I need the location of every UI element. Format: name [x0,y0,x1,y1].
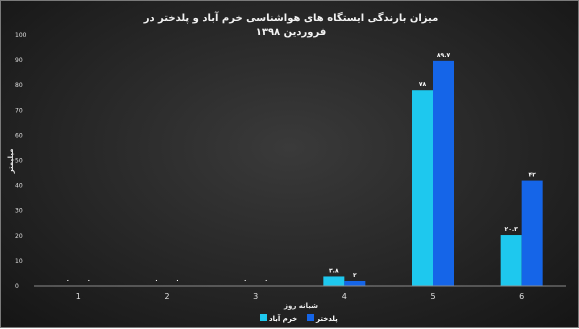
y-axis-label: میلیمتر [7,149,15,175]
y-tick-label: 20 [15,233,23,240]
y-tick-label: 50 [15,158,23,165]
data-label: ۰ [264,277,268,284]
data-labels: ۰ ۰ ۰ ۰ ۰ ۰ ۳.۸ ۲ ۷۸ ۸۹.۷ ۲۰.۳ ۴۲ [66,52,536,284]
chart-title-line-1: میزان بارندگی ایستگاه های هواشناسی خرم آ… [143,11,439,24]
bar [412,90,433,286]
data-label: ۷۸ [419,81,427,88]
data-label: ۲۰.۳ [505,226,519,233]
y-tick-label: 80 [15,82,23,89]
data-label: ۳.۸ [329,267,339,274]
data-label: ۸۹.۷ [437,52,451,59]
bar [433,60,454,287]
x-tick-label: 2 [164,292,169,301]
bar [521,180,543,286]
y-tick-label: 10 [15,258,23,265]
legend-label-khorramabad: خرم آباد [269,314,297,323]
x-tick-label: 3 [253,292,258,301]
legend: خرم آباد پلدختر [260,314,338,323]
data-label: ۰ [176,277,180,284]
bar [500,235,522,286]
legend-swatch-khorramabad [260,314,267,321]
data-label: ۲ [353,272,357,279]
data-label: ۰ [243,277,247,284]
data-label: ۰ [87,277,91,284]
x-axis-label: شبانه روز [283,302,318,310]
bars [323,60,543,287]
y-tick-label: 60 [15,132,23,139]
y-tick-label: 90 [15,57,23,64]
data-label: ۰ [155,277,159,284]
data-label: ۰ [66,277,70,284]
legend-swatch-poldokhtar [307,314,314,321]
x-axis-ticks: 1 2 3 4 5 6 [76,292,524,301]
x-tick-label: 4 [342,292,347,301]
y-tick-label: 100 [15,32,27,39]
y-tick-label: 40 [15,183,23,190]
data-label: ۴۲ [529,172,537,179]
y-tick-label: 70 [15,107,23,114]
y-tick-label: 0 [15,283,19,290]
y-tick-label: 30 [15,208,23,215]
x-tick-label: 1 [76,292,81,301]
chart-title-line-2: فروردین ۱۳۹۸ [256,27,327,38]
bar [344,280,366,286]
legend-label-poldokhtar: پلدختر [315,315,338,323]
x-tick-label: 6 [519,292,524,301]
bar [323,276,345,286]
y-axis-ticks: 0 10 20 30 40 50 60 70 80 90 100 [15,32,27,290]
x-tick-label: 5 [430,292,435,301]
